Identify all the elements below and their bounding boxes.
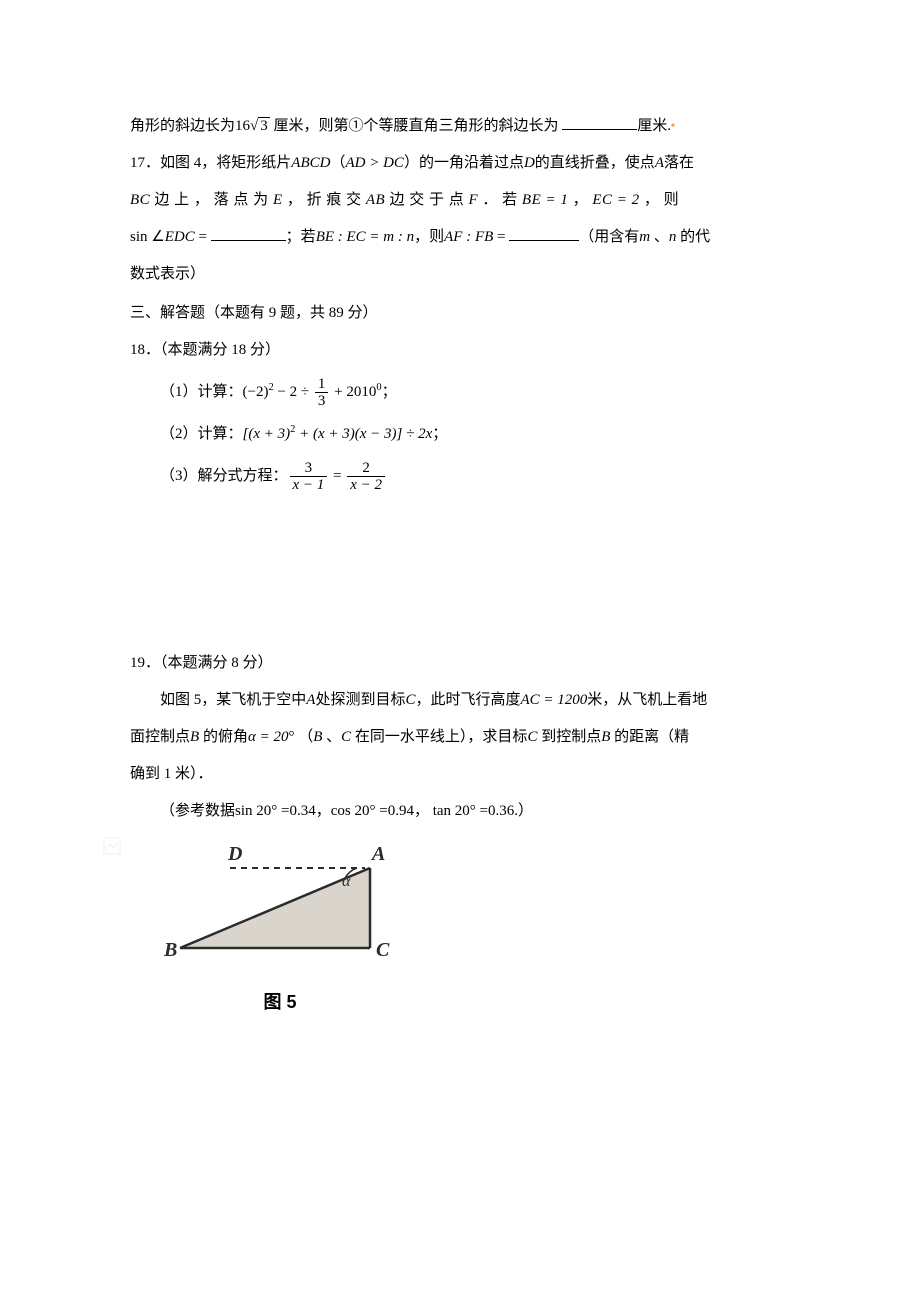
q16-blank — [562, 114, 637, 131]
q19-line2: 面控制点B 的俯角α = 20° （B 、C 在同一水平线上），求目标C 到控制… — [130, 721, 800, 754]
figure5-wrapper: D A B C α 图 5 — [120, 838, 800, 1023]
figure5-caption: 图 5 — [150, 983, 410, 1023]
q16-value: 163 — [235, 118, 270, 134]
q16-prefix: 角形的斜边长为 — [130, 118, 235, 134]
q19-head: 19．（本题满分 8 分） — [130, 647, 800, 680]
q17-blank1 — [211, 225, 286, 242]
label-a: A — [370, 843, 385, 865]
label-c: C — [376, 939, 390, 961]
q16-unit1: 厘米，则第①个等腰直角三角形的斜边长为 — [270, 118, 563, 134]
triangle-diagram: D A B C α — [150, 838, 410, 968]
spacing-gap — [130, 497, 800, 647]
q16-tail-line: 角形的斜边长为163 厘米，则第①个等腰直角三角形的斜边长为 厘米.■ — [130, 110, 800, 143]
q18-head: 18．（本题满分 18 分） — [130, 334, 800, 367]
fraction: 13 — [315, 376, 329, 410]
q18-part2: （2）计算： [(x + 3)2 + (x + 3)(x − 3)] ÷ 2x … — [130, 413, 800, 455]
q18-part3: （3）解分式方程： 3x − 1 = 2x − 2 — [130, 455, 800, 497]
q18-part1: （1）计算： (−2)2 − 2 ÷ 13 + 20100 ； — [130, 371, 800, 413]
q19-ref: （参考数据sin 20° =0.34，cos 20° =0.94， tan 20… — [130, 795, 800, 828]
q17-line3: sin ∠EDC = ；若BE : EC = m : n，则AF : FB = … — [130, 221, 800, 254]
label-d: D — [227, 843, 242, 865]
figure5: D A B C α 图 5 — [150, 838, 410, 1023]
fraction-right: 2x − 2 — [347, 460, 385, 494]
q17-line2: BC 边 上 ， 落 点 为 E ， 折 痕 交 AB 边 交 于 点 F ． … — [130, 184, 800, 217]
q17-num: 17． — [130, 155, 160, 171]
watermark-icon — [102, 836, 122, 856]
sqrt-icon: 3 — [250, 110, 270, 143]
label-b: B — [163, 939, 177, 961]
dot-icon: ■ — [671, 123, 675, 129]
fraction-left: 3x − 1 — [290, 460, 328, 494]
q19-line1: 如图 5，某飞机于空中A处探测到目标C，此时飞行高度AC = 1200米，从飞机… — [130, 684, 800, 717]
q17-blank2 — [509, 225, 579, 242]
q19-line3: 确到 1 米）． — [130, 758, 800, 791]
q17-line1: 17．如图 4，将矩形纸片ABCD（AD > DC）的一角沿着过点D的直线折叠，… — [130, 147, 800, 180]
label-alpha: α — [342, 873, 351, 890]
section3-heading: 三、解答题（本题有 9 题，共 89 分） — [130, 297, 800, 330]
q16-unit2: 厘米. — [637, 118, 671, 134]
q17-line4: 数式表示） — [130, 258, 800, 291]
